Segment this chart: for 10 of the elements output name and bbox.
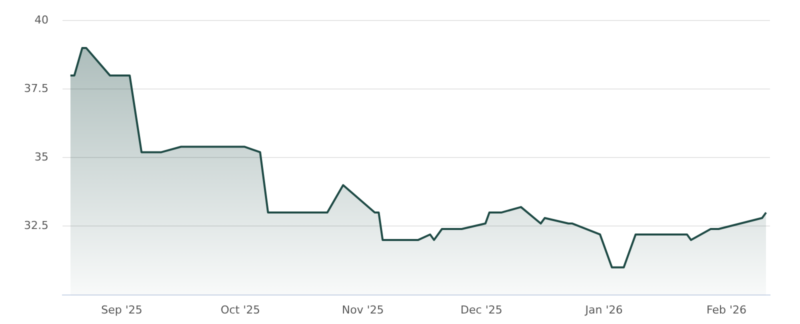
x-tick-label: Oct '25 — [220, 303, 260, 316]
y-tick-label: 37.5 — [24, 82, 48, 96]
x-tick-label: Sep '25 — [101, 303, 142, 316]
y-tick-label: 35 — [34, 150, 48, 164]
y-tick-label: 32.5 — [24, 219, 48, 232]
x-tick-label: Dec '25 — [460, 303, 502, 316]
y-tick-label: 40 — [34, 13, 48, 26]
x-tick-label: Feb '26 — [706, 303, 747, 316]
x-tick-label: Jan '26 — [584, 303, 623, 316]
x-tick-label: Nov '25 — [342, 303, 384, 316]
